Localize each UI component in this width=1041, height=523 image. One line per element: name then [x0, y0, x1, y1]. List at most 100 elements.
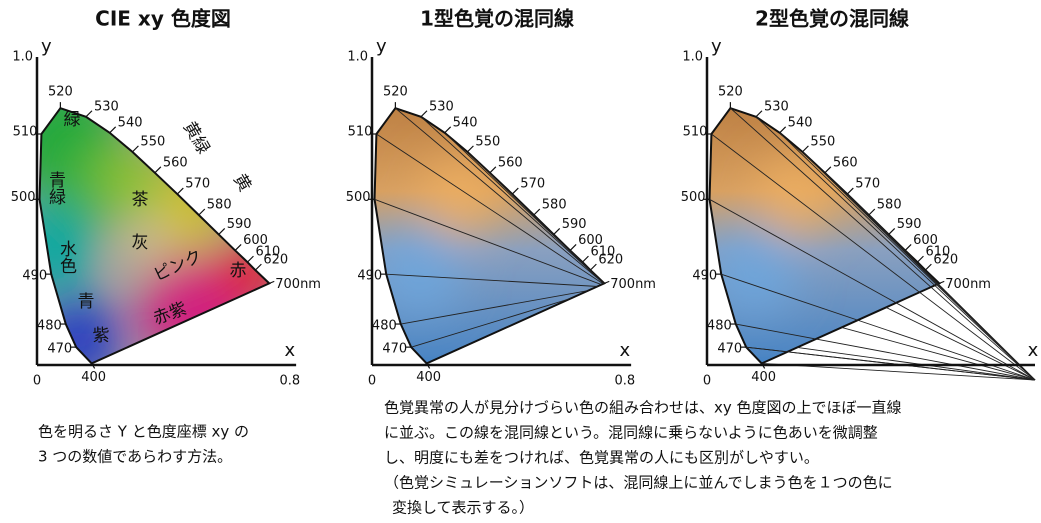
wavelength-tick: [779, 126, 787, 134]
wavelength-tick: [269, 280, 275, 284]
caption-right: に並ぶ。この線を混同線という。混同線に乗らないように色あいを微調整: [384, 424, 878, 442]
wavelength-label: 550: [810, 134, 835, 149]
confusion-line: [709, 198, 1036, 381]
highlight: [755, 155, 836, 236]
caption-left: 色を明るさ Y と色度座標 xy の: [38, 423, 249, 441]
wavelength-tick: [176, 187, 184, 195]
confusion-lines: [709, 107, 1036, 381]
wavelength-tick: [924, 263, 932, 271]
wavelength-tick: [755, 110, 763, 118]
confusion-line: [386, 273, 605, 288]
wavelength-tick: [604, 280, 610, 284]
x-axis-label: x: [1028, 340, 1039, 361]
wavelength-tick: [132, 145, 139, 153]
wavelength-tick: [234, 243, 242, 251]
highlight: [709, 227, 800, 318]
region-label: 青: [78, 292, 95, 312]
wavelength-label: 490: [692, 269, 717, 284]
wavelength-tick: [467, 145, 474, 153]
wavelength-tick: [569, 243, 577, 251]
wavelength-label: 470: [47, 342, 72, 357]
wavelength-tick: [553, 227, 561, 235]
confusion-line: [735, 323, 1036, 381]
wavelength-label: 620: [598, 253, 623, 268]
confusion-line: [730, 107, 1036, 381]
wavelength-tick: [939, 280, 945, 284]
wavelength-tick: [846, 187, 854, 195]
wavelength-tick: [802, 145, 809, 153]
region-label: 赤: [230, 261, 247, 281]
wavelength-label: 400: [751, 370, 776, 385]
wavelength-label: 590: [897, 217, 922, 232]
wavelength-tick: [888, 227, 896, 235]
wavelength-label: 520: [48, 85, 73, 100]
wavelength-label: 500: [346, 190, 371, 205]
wavelength-label: 480: [372, 319, 397, 334]
wavelength-tick: [917, 255, 924, 263]
wavelength-tick: [533, 208, 541, 216]
color-blob: [114, 211, 175, 272]
wavelength-label: 560: [833, 155, 858, 170]
wavelength-label: 610: [255, 245, 280, 260]
locus-fill: [39, 108, 270, 364]
wavelength-tick: [420, 110, 428, 118]
confusion-line: [721, 273, 1036, 381]
x-tick-label: 0: [368, 374, 376, 389]
confusion-line: [755, 116, 1036, 381]
caption-right: （色覚シミュレーションソフトは、混同線上に並んでしまう色を１つの色に: [384, 474, 893, 492]
wavelength-tick: [489, 166, 497, 174]
color-blob: [39, 202, 98, 293]
wavelength-label: 510: [348, 125, 373, 140]
wavelength-label: 560: [163, 155, 188, 170]
region-label: 黄: [229, 171, 255, 196]
wavelength-label: 620: [263, 253, 288, 268]
confusion-line: [868, 214, 1036, 381]
wavelength-label: 540: [118, 115, 143, 130]
wavelength-label: 600: [578, 233, 603, 248]
y-axis-label: y: [41, 36, 52, 57]
region-label: 水色: [56, 240, 77, 274]
wavelength-label: 580: [542, 198, 567, 213]
wavelength-label: 580: [877, 198, 902, 213]
wavelength-label: 570: [185, 177, 210, 192]
y-tick-label: 1.0: [682, 50, 703, 65]
region-label: 緑: [64, 110, 81, 130]
wavelength-label: 590: [227, 217, 252, 232]
region-label: 灰: [132, 233, 149, 253]
wavelength-label: 560: [498, 155, 523, 170]
x-tick-label: 0.8: [614, 374, 635, 389]
wavelength-tick: [511, 187, 519, 195]
wavelength-tick: [91, 363, 96, 369]
wavelength-label: 530: [764, 99, 789, 114]
confusion-line: [376, 133, 605, 288]
wavelength-label: 400: [81, 370, 106, 385]
wavelength-label: 480: [707, 319, 732, 334]
wavelength-tick: [154, 166, 162, 174]
wavelength-label: 580: [207, 198, 232, 213]
wavelength-label: 540: [788, 115, 813, 130]
wavelength-label: 550: [140, 134, 165, 149]
wavelength-tick: [198, 208, 206, 216]
wavelength-label: 570: [520, 177, 545, 192]
wavelength-tick: [109, 126, 117, 134]
y-axis-label: y: [376, 36, 387, 57]
wavelength-label: 570: [855, 177, 880, 192]
wavelength-label: 540: [453, 115, 478, 130]
panel-title: 1型色覚の混同線: [420, 7, 574, 31]
x-tick-label: 0: [703, 374, 711, 389]
blur-group: [374, 155, 501, 318]
wavelength-label: 490: [357, 269, 382, 284]
wavelength-tick: [218, 227, 226, 235]
wavelength-label: 700nm: [945, 277, 991, 292]
wavelength-label: 500: [681, 190, 706, 205]
x-axis-label: x: [284, 340, 295, 361]
wavelength-tick: [426, 363, 431, 369]
confusion-line: [885, 306, 1036, 381]
region-label: 黄緑: [179, 118, 213, 157]
wavelength-tick: [582, 255, 589, 263]
confusion-line: [841, 326, 1036, 381]
wavelength-label: 530: [429, 99, 454, 114]
wavelength-label: 610: [925, 245, 950, 260]
